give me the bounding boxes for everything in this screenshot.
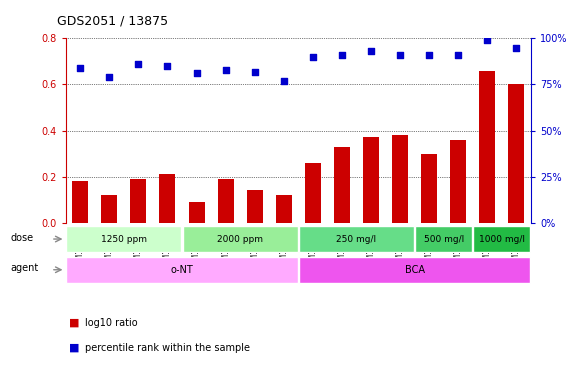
- Text: o-NT: o-NT: [171, 265, 194, 275]
- Text: ■: ■: [69, 343, 79, 353]
- Point: [250, 68, 259, 74]
- Bar: [72, 181, 88, 223]
- Point: [279, 78, 288, 84]
- Text: percentile rank within the sample: percentile rank within the sample: [85, 343, 250, 353]
- Bar: [299, 257, 530, 283]
- Point: [337, 52, 347, 58]
- Bar: [392, 135, 408, 223]
- Text: 1000 mg/l: 1000 mg/l: [479, 235, 525, 243]
- Bar: [101, 195, 117, 223]
- Point: [367, 48, 376, 55]
- Bar: [415, 226, 472, 252]
- Point: [483, 37, 492, 43]
- Bar: [183, 226, 297, 252]
- Point: [134, 61, 143, 67]
- Bar: [299, 226, 414, 252]
- Bar: [334, 147, 350, 223]
- Point: [104, 74, 114, 80]
- Bar: [66, 226, 182, 252]
- Text: 500 mg/l: 500 mg/l: [424, 235, 464, 243]
- Text: BCA: BCA: [405, 265, 425, 275]
- Text: agent: agent: [11, 263, 39, 273]
- Point: [512, 45, 521, 51]
- Text: 1250 ppm: 1250 ppm: [101, 235, 147, 243]
- Bar: [305, 163, 321, 223]
- Bar: [66, 257, 297, 283]
- Text: GDS2051 / 13875: GDS2051 / 13875: [57, 15, 168, 28]
- Point: [425, 52, 434, 58]
- Point: [192, 70, 201, 76]
- Bar: [276, 195, 292, 223]
- Text: ■: ■: [69, 318, 79, 328]
- Bar: [451, 140, 467, 223]
- Bar: [218, 179, 234, 223]
- Bar: [130, 179, 146, 223]
- Text: log10 ratio: log10 ratio: [85, 318, 137, 328]
- Bar: [473, 226, 530, 252]
- Point: [163, 63, 172, 69]
- Point: [221, 67, 230, 73]
- Point: [396, 52, 405, 58]
- Bar: [509, 84, 525, 223]
- Bar: [159, 174, 175, 223]
- Bar: [247, 190, 263, 223]
- Bar: [421, 154, 437, 223]
- Bar: [188, 202, 204, 223]
- Bar: [480, 71, 496, 223]
- Bar: [363, 137, 379, 223]
- Point: [75, 65, 85, 71]
- Point: [308, 54, 317, 60]
- Text: 250 mg/l: 250 mg/l: [336, 235, 377, 243]
- Point: [454, 52, 463, 58]
- Text: dose: dose: [11, 233, 34, 243]
- Text: 2000 ppm: 2000 ppm: [217, 235, 263, 243]
